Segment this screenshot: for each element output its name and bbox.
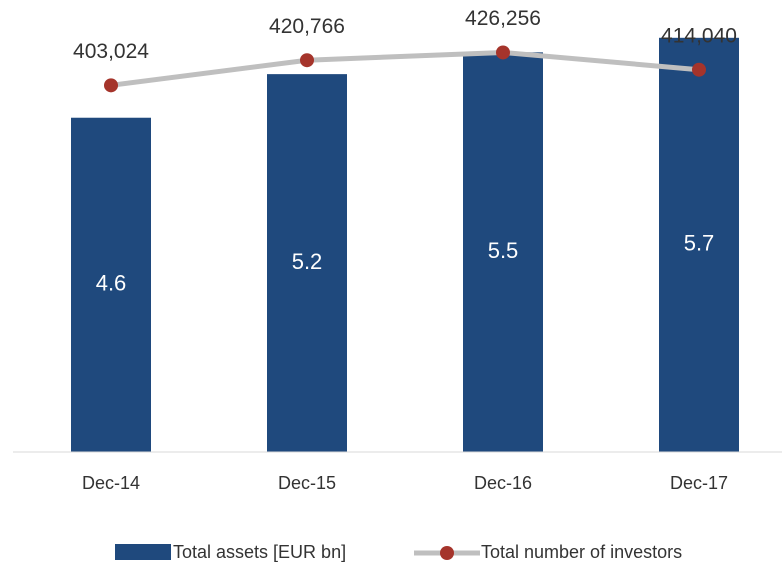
line-value-label: 420,766: [269, 15, 345, 38]
line-value-label: 403,024: [73, 40, 149, 63]
bar: [71, 117, 151, 452]
line-marker: [104, 78, 118, 93]
x-tick-label: Dec-14: [82, 473, 140, 493]
line-marker: [496, 45, 510, 60]
line-marker: [692, 62, 706, 77]
legend-label: Total assets [EUR bn]: [173, 542, 346, 562]
legend-label: Total number of investors: [481, 542, 682, 562]
x-tick-label: Dec-17: [670, 473, 728, 493]
bar-value-label: 5.7: [684, 231, 715, 256]
bar: [659, 37, 739, 453]
bar-value-label: 5.2: [292, 249, 323, 274]
legend-swatch: [115, 544, 171, 560]
line-value-label: 426,256: [465, 7, 541, 30]
bar: [463, 52, 543, 452]
bar-value-label: 5.5: [488, 238, 519, 263]
line-marker: [300, 53, 314, 68]
x-tick-label: Dec-15: [278, 473, 336, 493]
line: [110, 49, 700, 88]
bar: [267, 74, 347, 452]
line-value-label: 414,040: [661, 24, 737, 47]
bar-value-label: 4.6: [96, 271, 127, 296]
legend-marker: [440, 546, 454, 560]
x-tick-label: Dec-16: [474, 473, 532, 493]
